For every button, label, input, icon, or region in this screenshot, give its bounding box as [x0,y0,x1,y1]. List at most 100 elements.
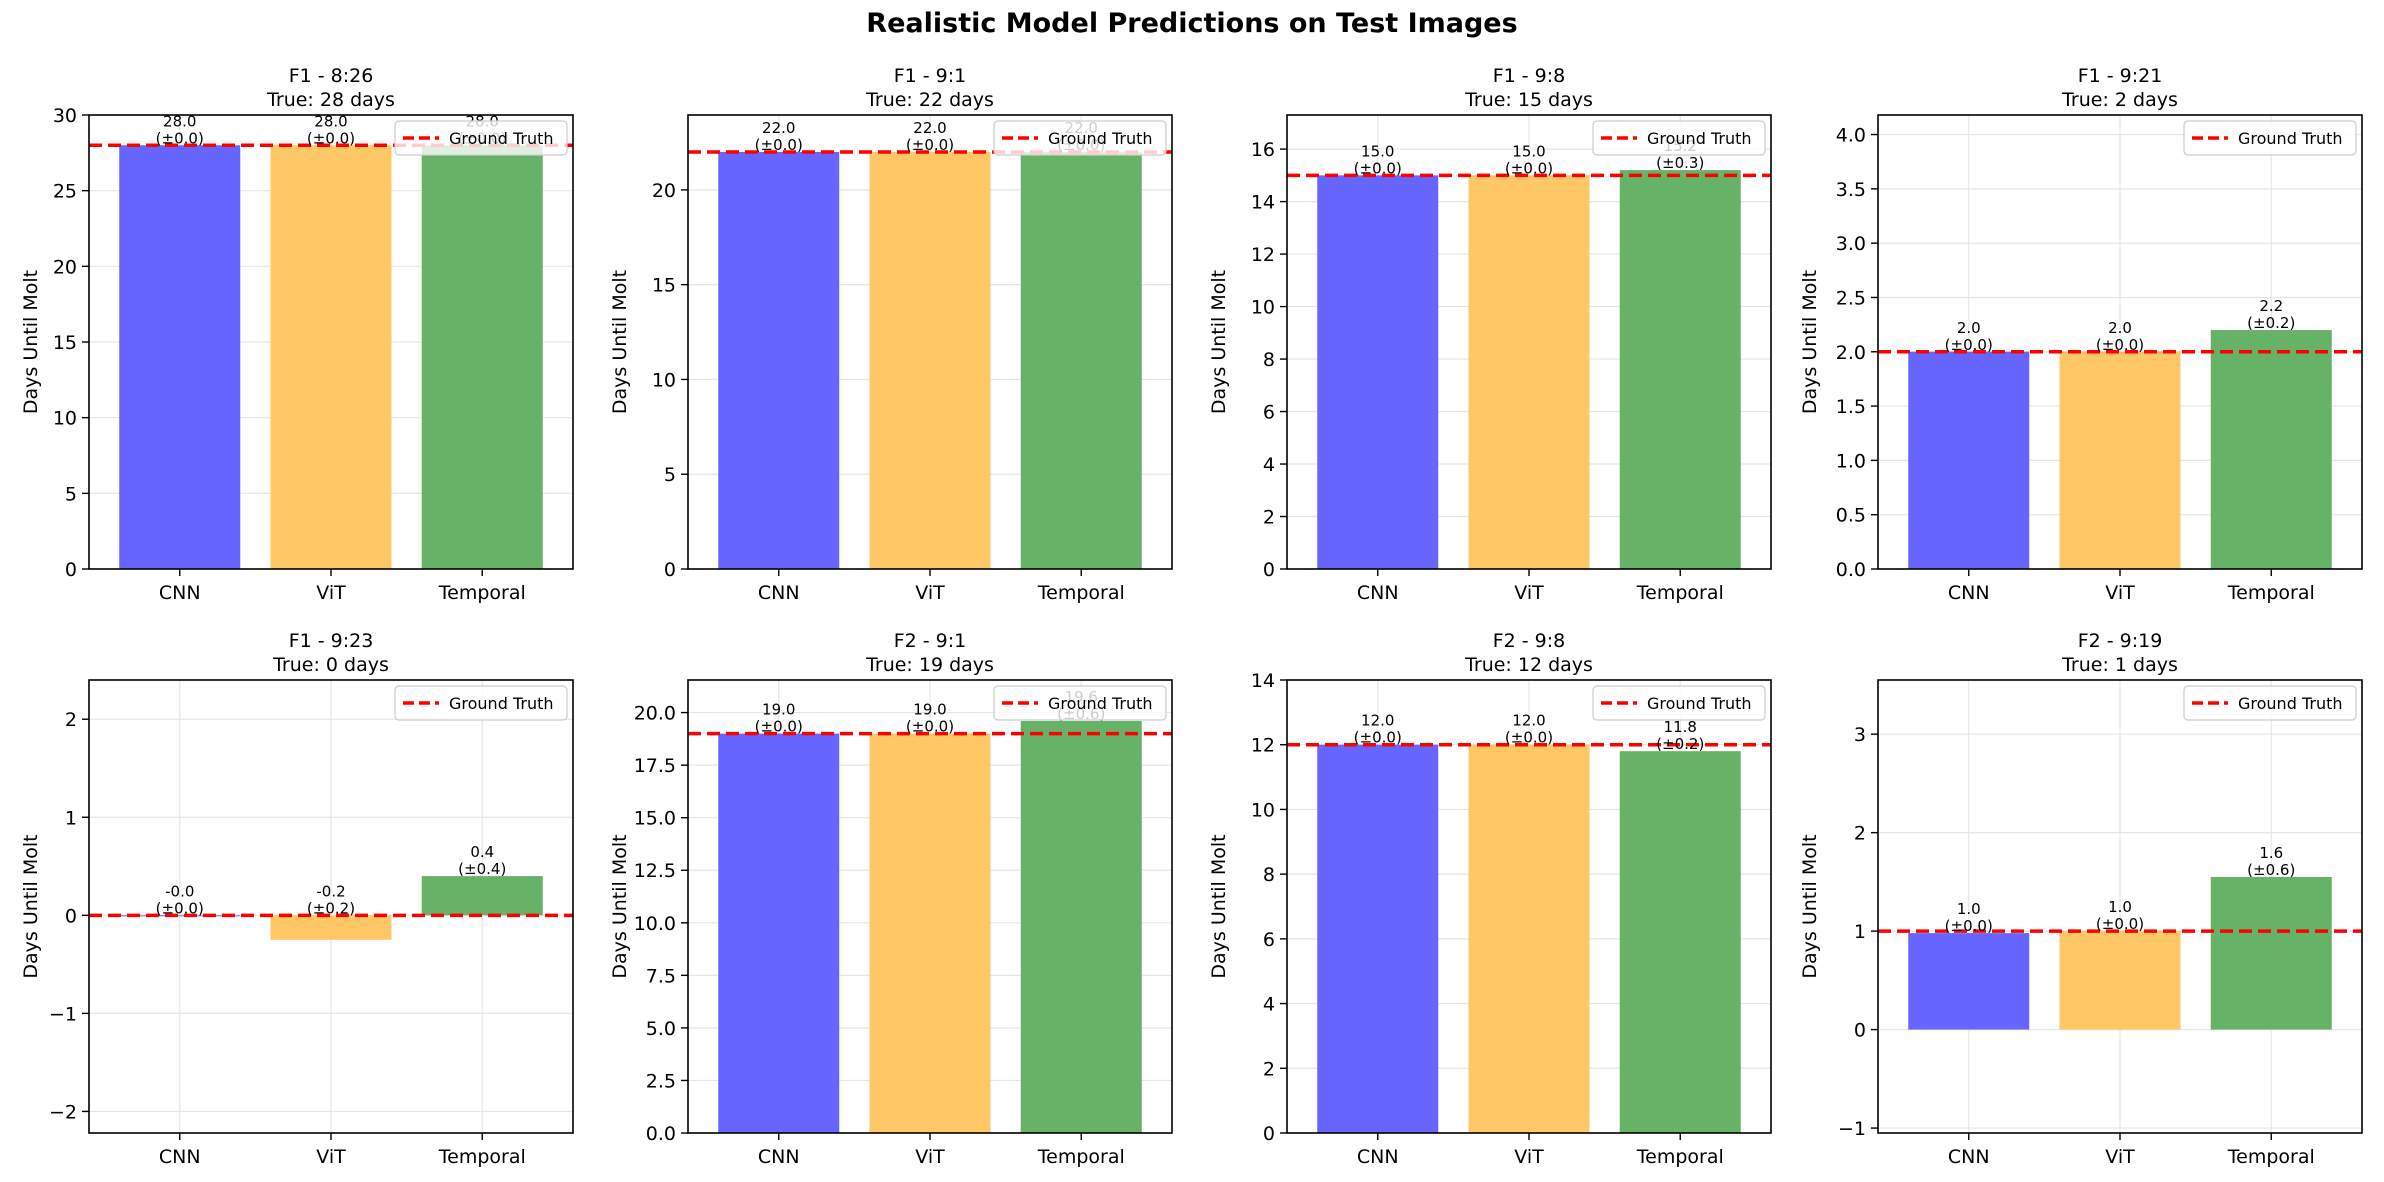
x-tick-label: CNN [1357,582,1399,604]
bar-error-label: (±0.0) [156,899,204,917]
legend: Ground Truth [2184,686,2356,720]
bar-temporal [1021,721,1142,1133]
y-tick-label: 2 [65,709,77,731]
y-tick-label: 5.0 [646,1018,676,1040]
y-tick-label: 4 [1263,454,1275,476]
legend-label: Ground Truth [1647,129,1752,148]
bar-error-label: (±0.0) [1945,917,1993,935]
y-tick-label: 15 [53,332,77,354]
y-tick-label: 20 [652,180,676,202]
y-tick-label: 4.0 [1836,125,1866,147]
subplot-title: F2 - 9:8 [1493,630,1566,652]
subplot-5: -0.0(±0.0) -0.2(±0.2) 0.4(±0.4) −2 −1 0 1 2 CNN V… [20,630,573,1168]
bar-error-label: (±0.0) [1505,729,1553,747]
legend: Ground Truth [994,686,1166,720]
y-tick-label: 10 [652,369,676,391]
bar-error-label: (±0.2) [307,899,355,917]
y-tick-label: 12 [1251,244,1275,266]
x-tick-label: ViT [2105,582,2135,604]
subplot-subtitle: True: 12 days [1464,654,1593,676]
bar-value-label: 1.0 [2108,898,2132,916]
subplot-subtitle: True: 0 days [272,654,389,676]
y-tick-label: 1.5 [1836,396,1866,418]
y-tick-label: 0.5 [1836,505,1866,527]
bar-value-label: 2.2 [2259,297,2283,315]
y-tick-label: 30 [53,105,77,127]
x-tick-label: CNN [159,582,201,604]
subplot-title: F2 - 9:1 [894,630,967,652]
subplot-3: 15.0(±0.0)15.0(±0.0)15.2(±0.3)0246810121… [1208,65,1771,604]
y-axis-label: Days Until Molt [1208,270,1230,414]
subplot-subtitle: True: 28 days [266,89,395,111]
x-tick-label: Temporal [1037,1146,1125,1168]
bar-error-label: (±0.0) [755,136,803,154]
x-tick-label: Temporal [438,582,526,604]
legend-label: Ground Truth [1048,129,1153,148]
legend-label: Ground Truth [449,694,554,713]
subplot-subtitle: True: 15 days [1464,89,1593,111]
bar-value-label: 19.0 [913,701,946,719]
x-tick-label: Temporal [2227,582,2315,604]
legend-label: Ground Truth [449,129,554,148]
x-tick-label: ViT [316,1146,346,1168]
bar-temporal [1021,152,1142,569]
subplot-6: 19.0(±0.0)19.0(±0.0)19.6(±0.6)0.02.55.07… [609,630,1172,1168]
y-tick-label: 6 [1263,929,1275,951]
legend: Ground Truth [2184,121,2356,155]
bar-error-label: (±0.0) [1354,159,1402,177]
y-axis-label: Days Until Molt [609,270,631,414]
y-axis-label: Days Until Molt [1208,834,1230,978]
y-tick-label: 20 [53,256,77,278]
bar-value-label: 2.0 [1957,319,1981,337]
bar-temporal [422,876,543,915]
subplot-subtitle: True: 19 days [865,654,994,676]
bar-value-label: 2.0 [2108,319,2132,337]
x-tick-label: ViT [2105,1146,2135,1168]
y-tick-label: 14 [1251,670,1275,692]
y-tick-label: 5 [65,483,77,505]
bar-error-label: (±0.0) [2096,336,2144,354]
x-tick-label: CNN [1948,1146,1990,1168]
y-tick-label: 0 [1263,1123,1275,1145]
y-tick-label: 6 [1263,402,1275,424]
x-tick-label: ViT [1514,1146,1544,1168]
bar-error-label: (±0.0) [307,129,355,147]
y-tick-label: 2 [1854,823,1866,845]
bar-value-label: 22.0 [762,119,795,137]
legend: Ground Truth [994,121,1166,155]
x-tick-label: CNN [1948,582,1990,604]
bar-temporal [2211,330,2332,569]
x-tick-label: ViT [316,582,346,604]
legend: Ground Truth [1593,121,1765,155]
y-tick-label: 0 [65,559,77,581]
bar-cnn [1317,745,1438,1133]
subplot-title: F1 - 9:1 [894,65,967,87]
subplot-subtitle: True: 1 days [2061,654,2178,676]
y-tick-label: 20.0 [634,703,676,725]
legend: Ground Truth [1593,686,1765,720]
bar-error-label: (±0.4) [458,860,506,878]
bar-error-label: (±0.0) [906,136,954,154]
bar-value-label: 1.6 [2259,844,2283,862]
y-tick-label: 17.5 [634,755,676,777]
y-tick-label: 5 [664,464,676,486]
y-tick-label: 4 [1263,994,1275,1016]
legend-label: Ground Truth [2238,694,2343,713]
y-tick-label: 0 [1263,559,1275,581]
y-tick-label: −2 [49,1101,77,1123]
y-tick-label: 0 [664,559,676,581]
y-tick-label: 1 [65,807,77,829]
y-tick-label: 14 [1251,192,1275,214]
y-tick-label: 16 [1251,139,1275,161]
y-tick-label: 2 [1263,507,1275,529]
subplot-1: 28.0(±0.0)28.0(±0.0)28.0(±0.0)0510152025… [20,65,573,604]
y-tick-label: 10 [1251,799,1275,821]
x-tick-label: ViT [915,1146,945,1168]
subplot-title: F1 - 8:26 [289,65,374,87]
bar-value-label: 11.8 [1664,718,1697,736]
y-tick-label: 7.5 [646,965,676,987]
bar-vit [271,915,392,940]
bar-vit [271,145,392,569]
bar-error-label: (±0.0) [755,718,803,736]
